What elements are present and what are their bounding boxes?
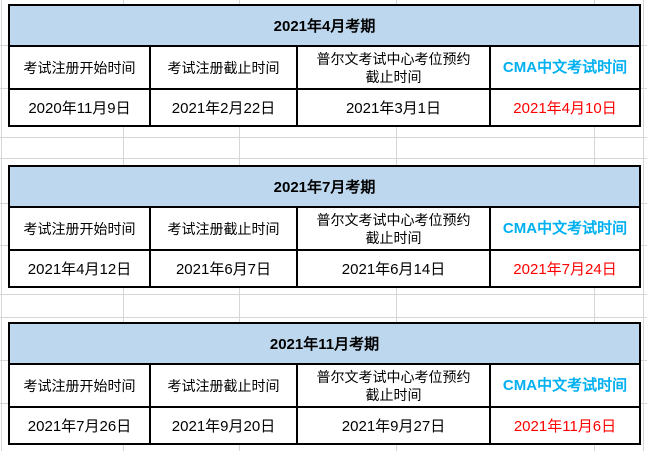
data-row: 2020年11月9日 2021年2月22日 2021年3月1日 2021年4月1… [10, 90, 639, 125]
exam-period-table-april: 2021年4月考期 考试注册开始时间 考试注册截止时间 普尔文考试中心考位预约 … [8, 4, 641, 127]
header-row: 考试注册开始时间 考试注册截止时间 普尔文考试中心考位预约 截止时间 CMA中文… [10, 47, 639, 90]
gridline-vertical [643, 0, 644, 451]
header-cma-exam-time: CMA中文考试时间 [502, 58, 628, 76]
registration-deadline-date: 2021年2月22日 [151, 90, 298, 125]
cma-exam-date: 2021年4月10日 [513, 100, 617, 117]
gridline-vertical [1, 0, 2, 451]
header-registration-deadline: 考试注册截止时间 [151, 208, 298, 249]
gridline-horizontal [0, 137, 647, 138]
data-row: 2021年4月12日 2021年6月7日 2021年6月14日 2021年7月2… [10, 251, 639, 286]
registration-deadline-date: 2021年6月7日 [151, 251, 298, 286]
data-row: 2021年7月26日 2021年9月20日 2021年9月27日 2021年11… [10, 408, 639, 443]
registration-start-date: 2021年4月12日 [10, 251, 151, 286]
cma-exam-date: 2021年7月24日 [513, 261, 617, 278]
gridline-horizontal [0, 317, 647, 318]
exam-period-table-november: 2021年11月考期 考试注册开始时间 考试注册截止时间 普尔文考试中心考位预约… [8, 322, 641, 445]
cma-exam-date: 2021年11月6日 [513, 418, 617, 435]
table-title: 2021年4月考期 [10, 6, 639, 47]
registration-deadline-date: 2021年9月20日 [151, 408, 298, 443]
prometric-deadline-date: 2021年6月14日 [298, 251, 491, 286]
gridline-horizontal [0, 294, 647, 295]
header-registration-start: 考试注册开始时间 [10, 365, 151, 406]
prometric-deadline-date: 2021年9月27日 [298, 408, 491, 443]
header-registration-start: 考试注册开始时间 [10, 208, 151, 249]
registration-start-date: 2021年7月26日 [10, 408, 151, 443]
header-prometric-deadline: 普尔文考试中心考位预约 截止时间 [298, 47, 491, 88]
header-registration-deadline: 考试注册截止时间 [151, 365, 298, 406]
exam-period-table-july: 2021年7月考期 考试注册开始时间 考试注册截止时间 普尔文考试中心考位预约 … [8, 165, 641, 288]
header-registration-start: 考试注册开始时间 [10, 47, 151, 88]
registration-start-date: 2020年11月9日 [10, 90, 151, 125]
header-row: 考试注册开始时间 考试注册截止时间 普尔文考试中心考位预约 截止时间 CMA中文… [10, 208, 639, 251]
gridline-horizontal [0, 158, 647, 159]
prometric-deadline-date: 2021年3月1日 [298, 90, 491, 125]
table-title: 2021年7月考期 [10, 167, 639, 208]
header-cma-exam-time: CMA中文考试时间 [502, 219, 628, 237]
header-prometric-deadline: 普尔文考试中心考位预约 截止时间 [298, 208, 491, 249]
header-cma-exam-time: CMA中文考试时间 [502, 376, 628, 394]
header-prometric-deadline: 普尔文考试中心考位预约 截止时间 [298, 365, 491, 406]
header-registration-deadline: 考试注册截止时间 [151, 47, 298, 88]
table-title: 2021年11月考期 [10, 324, 639, 365]
header-row: 考试注册开始时间 考试注册截止时间 普尔文考试中心考位预约 截止时间 CMA中文… [10, 365, 639, 408]
